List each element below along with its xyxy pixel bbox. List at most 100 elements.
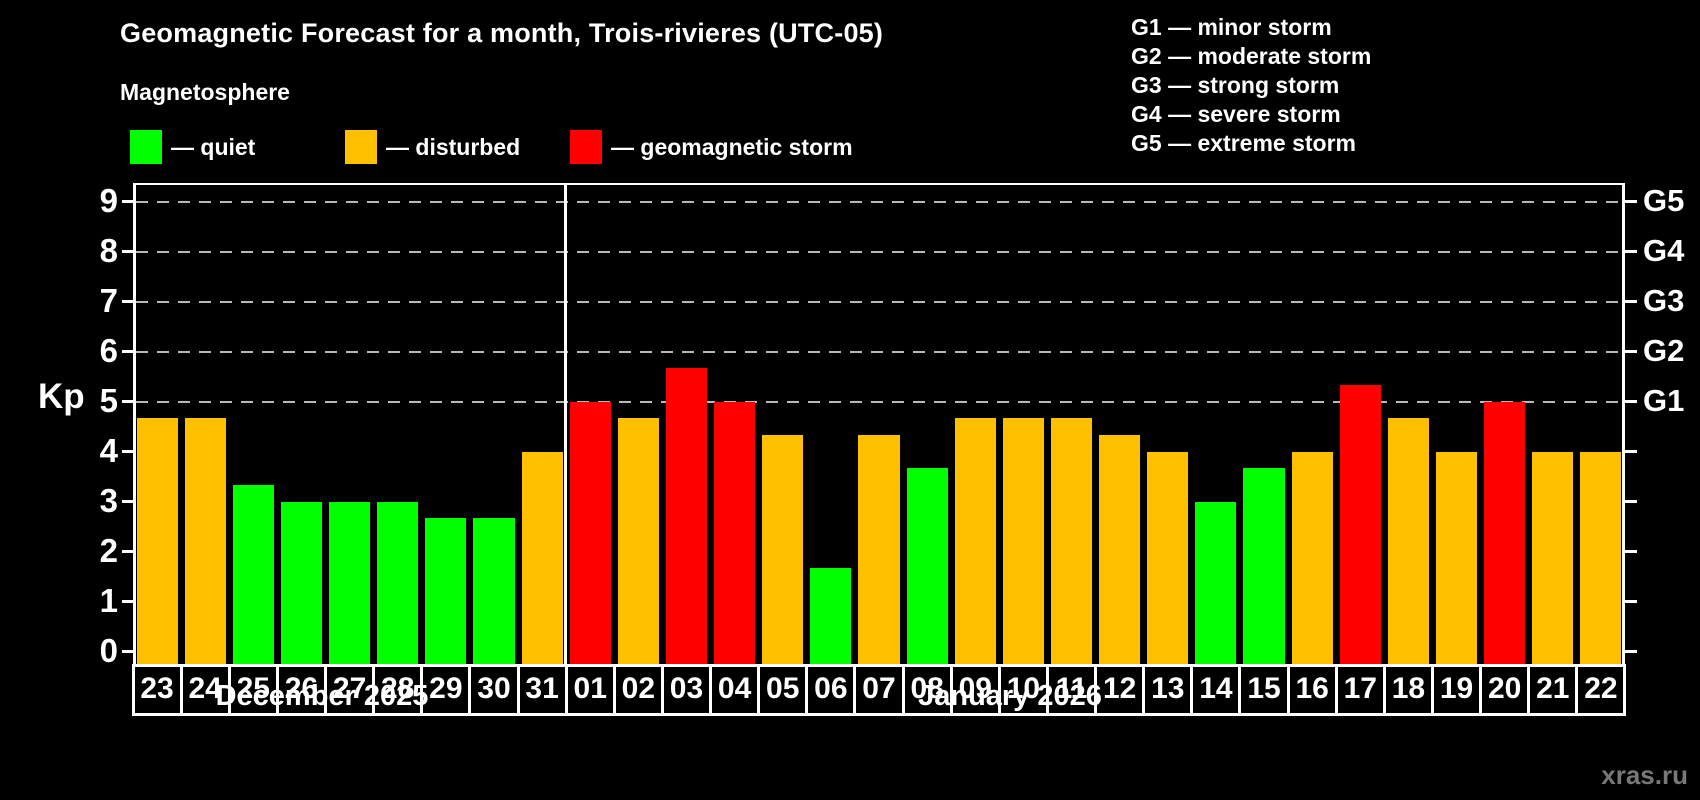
watermark: xras.ru	[1601, 760, 1688, 790]
kp-bar	[1339, 385, 1381, 666]
y-axis-tick	[122, 250, 134, 253]
kp-bar	[810, 568, 852, 666]
day-label: 25	[227, 664, 279, 716]
kp-bar	[762, 435, 804, 666]
kp-bar	[858, 435, 900, 666]
day-label: 26	[275, 664, 327, 716]
g-tick-label: G1	[1643, 382, 1685, 418]
kp-bar	[1099, 435, 1141, 666]
y-tick-label: 7	[99, 281, 118, 319]
kp-bar	[1435, 451, 1478, 666]
y-axis-tick	[122, 650, 134, 653]
gridline-kp9	[136, 200, 1625, 203]
kp-bar	[1387, 418, 1429, 666]
right-axis-tick	[1625, 200, 1637, 203]
kp-bar	[280, 501, 322, 666]
right-axis-tick	[1625, 350, 1637, 353]
kp-bar	[1484, 401, 1526, 666]
y-tick-label: 3	[99, 481, 118, 519]
kp-bar	[714, 401, 756, 666]
y-tick-label: 4	[99, 431, 118, 469]
right-axis-tick	[1625, 600, 1637, 603]
y-tick-label: 6	[99, 331, 118, 369]
day-label: 13	[1142, 664, 1194, 716]
quiet-color-swatch-icon	[130, 130, 162, 164]
g-scale-legend: G1 — minor storm G2 — moderate storm G3 …	[1131, 13, 1371, 158]
g2-legend-line: G2 — moderate storm	[1131, 43, 1372, 69]
kp-bar	[1147, 451, 1189, 666]
kp-bar	[329, 501, 371, 666]
kp-bar	[1532, 451, 1574, 666]
month-separator-line	[564, 183, 567, 666]
y-axis-tick	[122, 450, 134, 453]
day-label: 28	[372, 664, 424, 716]
right-axis-tick	[1625, 550, 1637, 553]
y-tick-label: 0	[99, 631, 118, 669]
kp-bar	[1002, 418, 1044, 666]
day-label: 03	[660, 664, 713, 716]
day-label: 02	[612, 664, 664, 716]
disturbed-color-swatch-icon	[345, 130, 377, 164]
right-axis-tick	[1625, 450, 1637, 453]
kp-bar	[1243, 468, 1285, 666]
y-axis-tick	[122, 350, 134, 353]
g5-legend-line: G5 — extreme storm	[1131, 130, 1356, 156]
kp-bar	[665, 368, 708, 666]
magnetosphere-label: Magnetosphere	[120, 79, 290, 105]
y-axis-tick	[122, 300, 134, 303]
kp-bar	[1195, 501, 1237, 666]
g-tick-label: G3	[1643, 282, 1685, 318]
day-label: 18	[1382, 664, 1434, 716]
right-axis-tick	[1625, 250, 1637, 253]
kp-bar	[1291, 451, 1333, 666]
kp-bar	[377, 501, 419, 666]
storm-color-swatch-icon	[570, 130, 602, 164]
gridline-kp7	[136, 300, 1625, 303]
y-tick-label: 1	[99, 581, 118, 619]
legend-label-disturbed: — disturbed	[386, 133, 521, 160]
legend-item-disturbed: — disturbed	[345, 128, 520, 166]
right-axis-tick	[1625, 650, 1637, 653]
y-axis-tick	[122, 400, 134, 403]
gridline-kp6	[136, 350, 1625, 353]
g3-legend-line: G3 — strong storm	[1131, 72, 1340, 98]
kp-bar	[425, 518, 467, 666]
kp-bar	[569, 401, 611, 666]
day-label: 08	[901, 664, 953, 716]
g-tick-label: G2	[1643, 332, 1685, 368]
day-label: 30	[468, 664, 520, 716]
legend-label-storm: — geomagnetic storm	[611, 133, 853, 160]
gridline-kp5	[136, 400, 1625, 403]
g1-legend-line: G1 — minor storm	[1131, 14, 1332, 40]
day-label: 15	[1238, 664, 1290, 716]
kp-bar	[473, 518, 515, 666]
g-tick-label: G4	[1643, 232, 1685, 268]
day-label: 01	[564, 664, 616, 716]
y-axis-label: Kp	[38, 377, 85, 416]
day-label: 12	[1094, 664, 1146, 716]
day-label: 20	[1479, 664, 1531, 716]
g-tick-label: G5	[1643, 182, 1685, 218]
kp-bar	[1050, 418, 1093, 666]
page-title: Geomagnetic Forecast for a month, Trois-…	[120, 18, 884, 48]
day-label: 21	[1527, 664, 1579, 716]
y-axis-tick	[122, 550, 134, 553]
day-label: 27	[324, 664, 376, 716]
kp-bar	[136, 418, 178, 666]
kp-bar	[617, 418, 659, 666]
day-label: 22	[1575, 664, 1627, 716]
legend-item-storm: — geomagnetic storm	[570, 128, 853, 166]
day-label: 19	[1430, 664, 1483, 716]
gridline-kp8	[136, 250, 1625, 253]
legend-label-quiet: — quiet	[171, 133, 256, 160]
day-label: 04	[709, 664, 761, 716]
kp-bar	[184, 418, 226, 666]
kp-bar	[954, 418, 996, 666]
right-axis-tick	[1625, 500, 1637, 503]
day-label: 16	[1286, 664, 1338, 716]
y-tick-label: 2	[99, 531, 118, 569]
day-label: 31	[516, 664, 568, 716]
day-label: 17	[1334, 664, 1386, 716]
month-label-december: December 2025	[215, 680, 429, 712]
kp-bar	[1580, 451, 1622, 666]
